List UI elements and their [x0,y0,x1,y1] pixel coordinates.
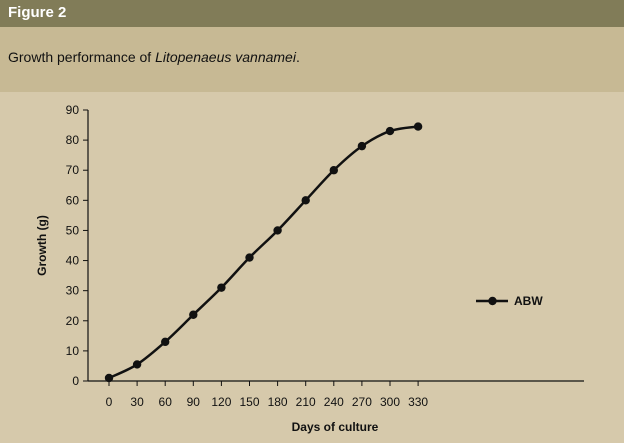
x-tick-label: 330 [408,395,428,409]
chart-axes [87,110,584,382]
y-tick-label: 40 [66,254,80,268]
data-point-abw [329,166,338,175]
y-tick-label: 70 [66,163,80,177]
x-tick-label: 150 [239,395,259,409]
x-tick-label: 0 [106,395,113,409]
y-tick-label: 20 [66,314,80,328]
data-point-abw [161,337,170,347]
data-point-abw [357,141,367,151]
y-axis-ticks: 0 10 20 30 40 50 60 70 80 90 [66,103,88,388]
x-axis-ticks: 0 30 60 90 120 150 180 210 240 270 300 330 [106,381,428,409]
caption-species: Litopenaeus vannamei [155,49,296,65]
data-point-abw [245,253,254,262]
y-tick-label: 50 [66,223,80,237]
figure-caption: Growth performance of Litopenaeus vannam… [8,49,300,65]
y-tick-label: 0 [72,374,79,388]
x-tick-label: 270 [352,395,372,409]
series-points-abw [104,122,423,383]
y-axis-title: Growth (g) [35,215,49,276]
x-tick-label: 30 [130,395,144,409]
figure-header-bar: Figure 2 [0,0,624,27]
data-point-abw [132,360,142,369]
caption-suffix: . [295,49,300,65]
y-tick-label: 10 [66,344,80,358]
chart-legend: ABW [476,294,543,308]
y-tick-label: 80 [66,133,80,147]
y-tick-label: 60 [66,193,80,207]
data-point-abw [273,226,282,235]
x-tick-label: 210 [296,395,316,409]
legend-label-abw: ABW [514,294,543,308]
x-tick-label: 90 [187,395,201,409]
data-point-abw [385,126,395,136]
x-tick-label: 60 [159,395,173,409]
data-point-abw [104,373,114,383]
data-point-abw [217,283,226,292]
caption-prefix: Growth performance of [8,49,156,65]
x-axis-title: Days of culture [292,420,379,434]
y-tick-label: 90 [66,103,80,117]
x-tick-label: 240 [324,395,344,409]
y-tick-label: 30 [66,284,80,298]
data-point-abw [301,196,310,205]
legend-marker-abw [488,296,497,306]
caption-band [0,27,624,92]
x-tick-label: 180 [268,395,288,409]
data-point-abw [413,122,423,131]
data-point-abw [189,310,198,319]
x-tick-label: 300 [380,395,400,409]
series-line-abw [108,125,419,380]
figure-label: Figure 2 [8,4,67,21]
x-tick-label: 120 [211,395,231,409]
